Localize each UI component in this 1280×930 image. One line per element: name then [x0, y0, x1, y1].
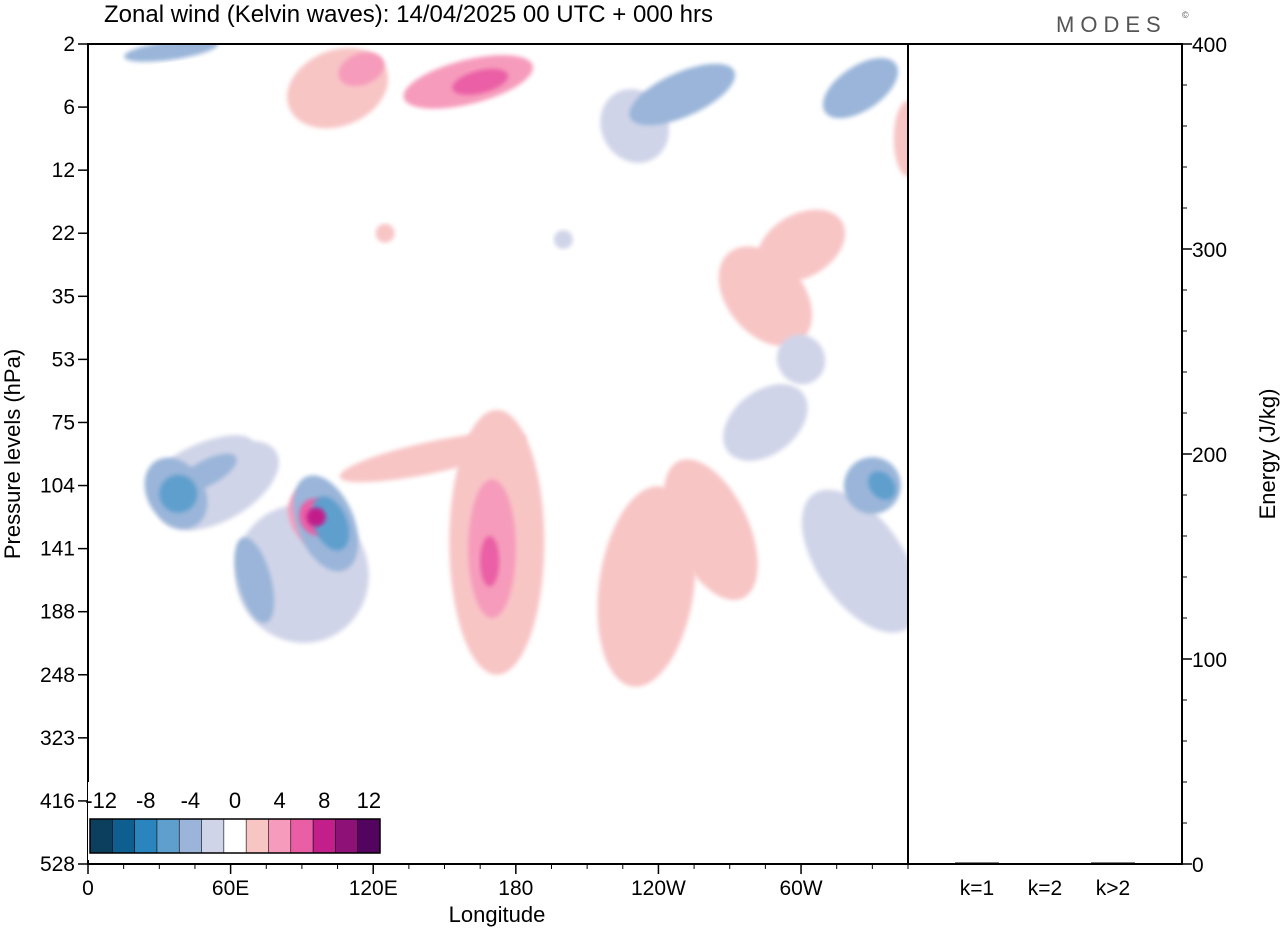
energy-category-label: k=2	[1028, 877, 1062, 900]
colorbar-label: -4	[181, 788, 201, 813]
colorbar-cell	[179, 819, 203, 853]
x-tick-label: 60E	[212, 877, 249, 900]
x-axis-title: Longitude	[449, 902, 546, 927]
y-tick-label: 53	[52, 348, 75, 371]
y-tick-label: 248	[40, 664, 75, 687]
wind-anomaly-westerly-16	[375, 223, 395, 243]
colorbar-label: -8	[136, 788, 156, 813]
colorbar-frame	[89, 818, 381, 854]
wind-anomaly-easterly-7	[801, 489, 908, 633]
y-tick-label: 22	[52, 222, 75, 245]
energy-category-label: k>2	[1096, 877, 1130, 900]
wind-anomaly-westerly-13	[893, 100, 908, 177]
wind-anomaly-westerly-34	[452, 68, 508, 95]
colorbar-label: 12	[357, 788, 381, 813]
colorbar-labels: -12 -8 -4 0 4 8 12	[85, 788, 381, 813]
wind-anomaly-westerly-32	[480, 536, 500, 587]
energy-bars: k=1 k=2 k>2	[955, 862, 1135, 900]
wind-anomaly-easterly-15	[553, 230, 573, 250]
brand-logo: MODES	[1056, 12, 1167, 37]
wind-anomaly-westerly-35	[306, 507, 326, 527]
energy-category-label: k=1	[960, 877, 994, 900]
energy-tick-label: 200	[1192, 444, 1227, 467]
y-tick-label: 6	[63, 96, 75, 119]
wind-anomaly-westerly-6	[663, 459, 758, 601]
y-axis-title: Pressure levels (hPa)	[0, 349, 25, 559]
y-tick-label: 75	[52, 411, 75, 434]
energy-frame	[907, 43, 1183, 865]
x-tick-label: 180	[498, 877, 533, 900]
colorbar-label: -12	[85, 788, 117, 813]
y-tick-label: 141	[40, 538, 75, 561]
brand-mark: ©	[1182, 10, 1189, 20]
colorbar-cell	[335, 819, 359, 853]
wind-anomaly-easterly-21	[234, 537, 275, 624]
x-tick-label: 120W	[631, 877, 686, 900]
colorbar-cell	[112, 819, 136, 853]
colorbar-label: 8	[318, 788, 330, 813]
y-tick-label: 323	[40, 727, 75, 750]
colorbar-cell	[246, 819, 269, 853]
colorbar-cell	[357, 819, 381, 853]
colorbar-cell	[90, 819, 113, 853]
energy-bar-3	[1091, 862, 1135, 864]
y-tick-label: 416	[40, 790, 75, 813]
chart-title: Zonal wind (Kelvin waves): 14/04/2025 00…	[104, 1, 713, 28]
x-axis: 0 60E 120E 180 120W 60W	[82, 864, 909, 900]
colorbar-cell	[156, 819, 180, 853]
y-tick-label: 104	[40, 475, 75, 498]
wind-anomaly-westerly-12	[756, 209, 846, 283]
x-tick-label: 60W	[779, 877, 822, 900]
colorbar-cell	[201, 819, 225, 853]
energy-axis: 0 100 200 300 400	[1182, 34, 1227, 877]
colorbar-cell	[223, 819, 247, 853]
energy-tick-label: 100	[1192, 649, 1227, 672]
y-tick-label: 12	[52, 159, 75, 182]
colorbar-cell	[134, 819, 158, 853]
heatmap-plot	[87, 43, 909, 865]
y-tick-label: 528	[40, 853, 75, 876]
colorbar-cell	[290, 819, 314, 853]
energy-plot: k=1 k=2 k>2	[907, 43, 1183, 900]
colorbar-cells	[90, 819, 381, 853]
wind-anomaly-easterly-33	[868, 471, 896, 500]
colorbar-cell	[313, 819, 336, 853]
wind-anomaly-westerly-25	[338, 52, 385, 87]
x-tick-label: 0	[82, 877, 94, 900]
colorbar-legend: -12 -8 -4 0 4 8 12	[85, 782, 384, 860]
y-tick-label: 35	[52, 285, 75, 308]
wind-anomaly-westerly-5	[597, 486, 696, 687]
y-tick-label: 2	[63, 33, 75, 56]
energy-bar-1	[955, 862, 999, 864]
wind-anomaly-easterly-27	[822, 58, 899, 119]
wind-anomaly-easterly-9	[723, 384, 808, 461]
energy-tick-label: 300	[1192, 239, 1227, 262]
colorbar-cell	[268, 819, 292, 853]
wind-anomaly-easterly-29	[159, 474, 198, 513]
colorbar-label: 0	[229, 788, 241, 813]
wind-anomaly-easterly-14	[776, 334, 826, 385]
energy-tick-label: 0	[1192, 854, 1204, 877]
wind-anomaly-easterly-26	[629, 63, 736, 126]
energy-tick-label: 400	[1192, 34, 1227, 57]
colorbar-label: 4	[273, 788, 285, 813]
wind-field	[124, 44, 908, 687]
energy-axis-title: Energy (J/kg)	[1255, 389, 1280, 520]
y-tick-label: 188	[40, 601, 75, 624]
x-tick-label: 120E	[349, 877, 398, 900]
y-axis: 2 6 12 22 35 53 75 104 141 188 248 323 416 528	[40, 33, 88, 876]
